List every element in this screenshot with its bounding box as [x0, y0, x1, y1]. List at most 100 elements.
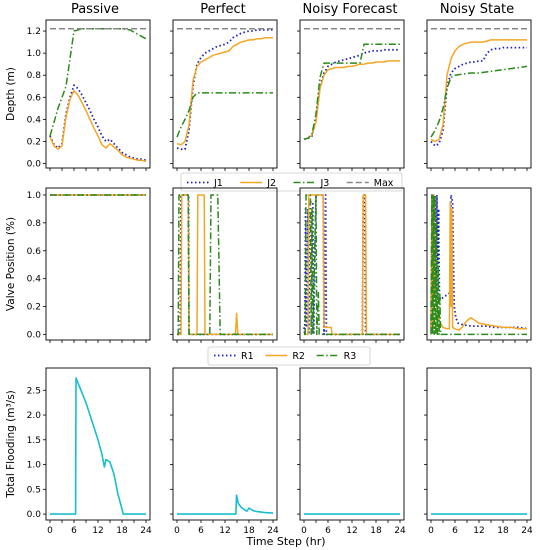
panel-frame: [426, 367, 532, 521]
y-tick-label: 0.0: [27, 510, 42, 520]
x-tick-label: 24: [521, 526, 533, 536]
panel-frame: [172, 367, 278, 521]
x-tick-label: 0: [428, 526, 434, 536]
legend-label-r2: R2: [292, 351, 305, 362]
legend-label-r1: R1: [241, 351, 254, 362]
panel-valve-2: [170, 187, 278, 343]
column-title-noisy-forecast: Noisy Forecast: [303, 2, 398, 17]
x-tick-label: 18: [497, 526, 509, 536]
legend-label-j2: J2: [266, 178, 276, 189]
x-tick-label: 24: [394, 526, 406, 536]
series-line-r3: [177, 194, 273, 336]
legend-label-j1: J1: [213, 178, 223, 189]
x-axis-label: Time Step (hr): [245, 535, 325, 548]
x-tick-label: 6: [198, 526, 204, 536]
y-tick-label: 0.6: [27, 247, 42, 257]
series-line-j2: [303, 60, 400, 141]
panel-frame: [299, 367, 405, 521]
x-tick-label: 12: [219, 526, 230, 536]
y-axis-label-depth: Depth (m): [5, 67, 17, 121]
x-tick-label: 0: [301, 526, 307, 536]
y-axis-label-valve: Valve Position (%): [5, 217, 17, 311]
x-tick-label: 12: [346, 526, 357, 536]
legend-label-max: Max: [374, 178, 394, 189]
panel-valve-4: [424, 187, 532, 343]
series-line-total-flooding: [50, 377, 146, 515]
series-line-r2: [304, 194, 400, 336]
panel-depth-4: [424, 19, 532, 171]
y-tick-label: 1.0: [27, 49, 42, 59]
series-line-j1: [49, 84, 147, 162]
series-line-j2: [176, 36, 273, 146]
y-tick-label: 0.0: [27, 160, 42, 170]
x-tick-label: 18: [116, 526, 128, 536]
panel-frame: [172, 19, 278, 169]
y-tick-label: 0.2: [27, 303, 41, 313]
panel-flooding-4: 0 6 12 18 24: [424, 367, 533, 536]
x-tick-label: 24: [267, 526, 279, 536]
series-line-total-flooding: [177, 494, 274, 515]
legend-label-j3: J3: [320, 178, 330, 189]
column-title-noisy-state: Noisy State: [440, 2, 514, 17]
legend-box: [180, 172, 403, 192]
series-line-r3: [304, 194, 400, 336]
y-tick-label: 0.4: [27, 275, 42, 285]
panel-frame: [45, 187, 151, 341]
y-tick-label: 0.5: [27, 485, 41, 495]
x-tick-label: 0: [174, 526, 180, 536]
panel-depth-2: [170, 19, 278, 171]
x-tick-label: 12: [92, 526, 103, 536]
panel-flooding-2: 0 6 12 18 24: [170, 367, 279, 536]
x-tick-label: 18: [243, 526, 255, 536]
series-line-j3: [176, 92, 273, 138]
x-tick-label: 6: [325, 526, 331, 536]
panel-valve-1: 0.0 0.2 0.4 0.6 0.8 1.0: [27, 187, 151, 343]
x-tick-label: 6: [71, 526, 77, 536]
plot-grid: Depth (m) 0.0 0.2 0.4 0.6 0.8 1.0 1.2 J1 J2 J3 Max V…: [5, 19, 533, 536]
x-tick-label: 12: [473, 526, 484, 536]
series-line-r2: [430, 194, 527, 331]
column-titles: Passive Perfect Noisy Forecast Noisy Sta…: [71, 2, 514, 17]
x-tick-label: 24: [140, 526, 152, 536]
y-tick-label: 1.2: [27, 27, 41, 37]
y-axis-label-flooding: Total Flooding (m³/s): [5, 390, 17, 499]
series-line-j1: [430, 46, 527, 147]
y-tick-label: 1.0: [27, 191, 42, 201]
column-title-perfect: Perfect: [200, 2, 246, 17]
series-line-r2: [177, 194, 273, 336]
x-tick-label: 18: [370, 526, 382, 536]
y-tick-label: 0.6: [27, 93, 42, 103]
series-line-r3: [430, 194, 527, 336]
panel-depth-1: 0.0 0.2 0.4 0.6 0.8 1.0 1.2: [27, 19, 151, 171]
panel-depth-3: [297, 19, 405, 171]
y-tick-label: 0.4: [27, 115, 42, 125]
panel-frame: [426, 187, 532, 341]
panel-frame: [45, 367, 151, 521]
x-tick-label: 0: [47, 526, 53, 536]
column-title-passive: Passive: [71, 2, 119, 17]
y-tick-label: 1.0: [27, 461, 42, 471]
series-line-j1: [176, 29, 273, 151]
panel-frame: [299, 19, 405, 169]
y-tick-label: 0.2: [27, 137, 41, 147]
x-tick-label: 6: [452, 526, 458, 536]
y-tick-label: 0.8: [27, 219, 42, 229]
panel-valve-3: [297, 187, 405, 343]
series-line-r1: [430, 194, 528, 330]
legend-depth: J1 J2 J3 Max: [180, 172, 403, 192]
series-line-r1: [177, 194, 273, 336]
y-tick-label: 2.0: [27, 411, 42, 421]
series-line-j2: [49, 89, 147, 163]
series-line-j3: [303, 43, 400, 141]
y-tick-label: 0.8: [27, 71, 42, 81]
series-line-j3: [430, 65, 528, 138]
series-line-j2: [430, 39, 527, 143]
legend-label-r3: R3: [344, 351, 357, 362]
y-tick-label: 0.0: [27, 330, 42, 340]
y-tick-label: 2.5: [27, 386, 41, 396]
panel-flooding-3: 0 6 12 18 24: [297, 367, 406, 536]
legend-box: [207, 346, 371, 366]
series-line-r1: [303, 194, 400, 336]
panel-flooding-1: 0 6 12 18 24 0.0 0.5 1.0 1.5 2.0 2.5: [27, 367, 152, 536]
